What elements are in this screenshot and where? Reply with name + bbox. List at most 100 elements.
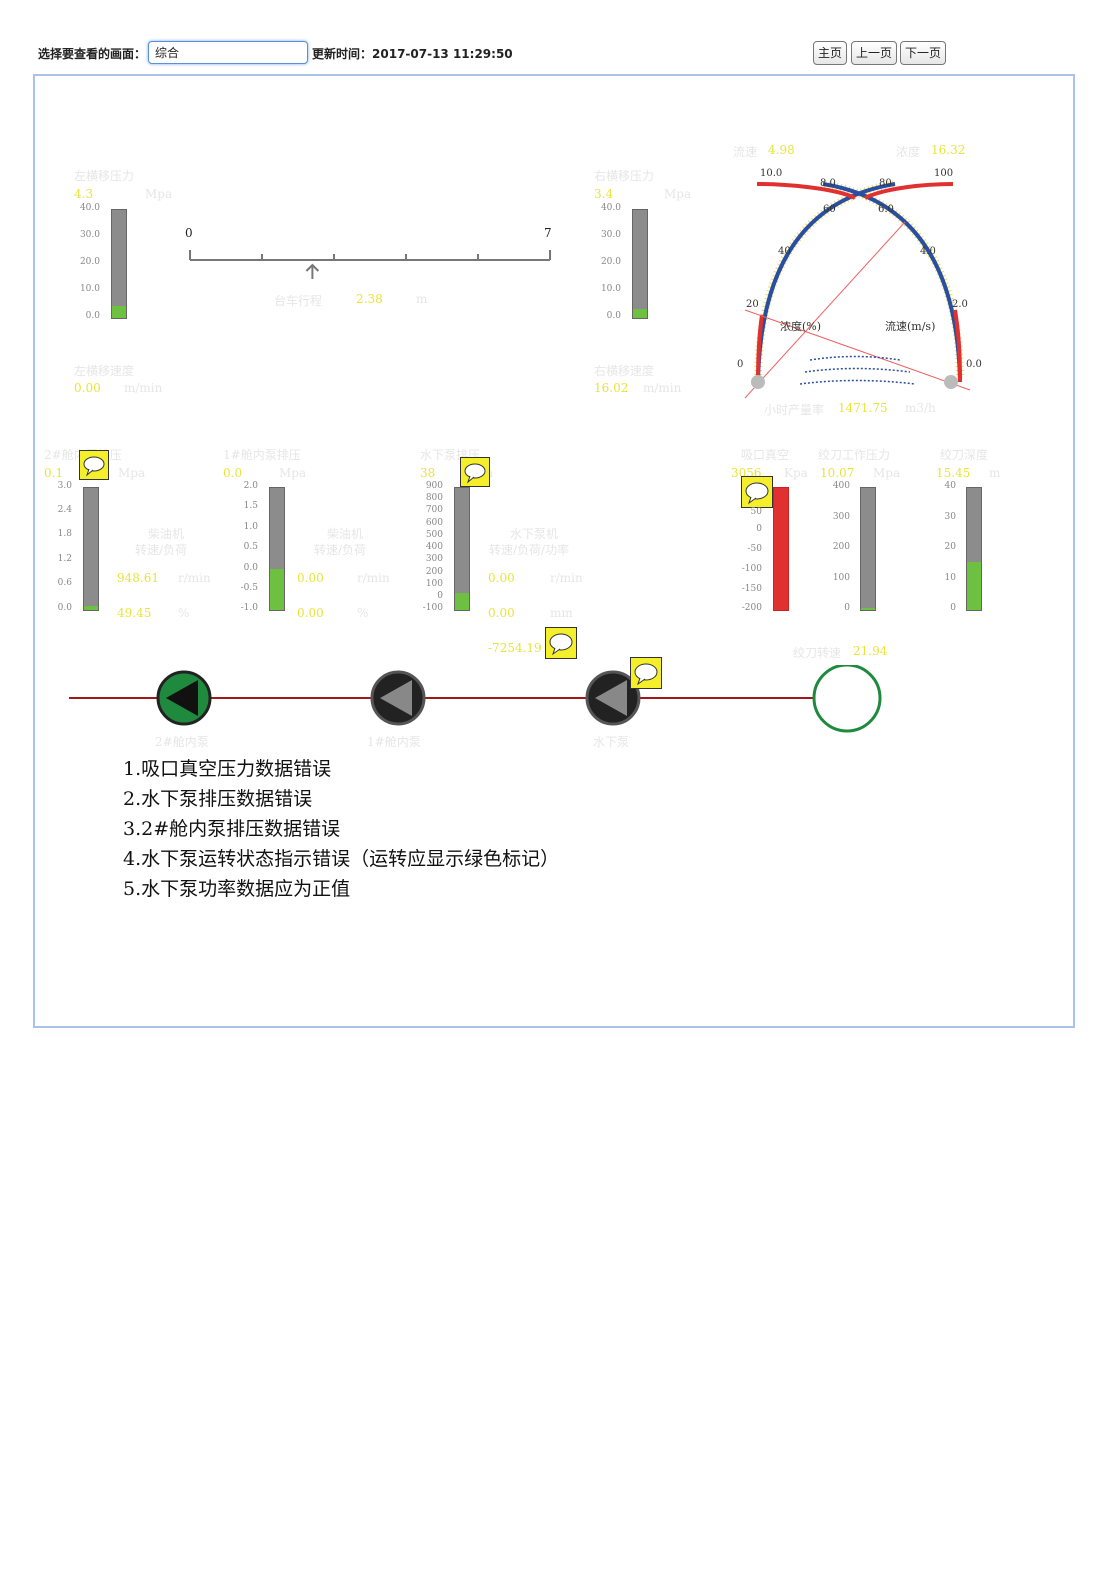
axis-tick: 40.0 xyxy=(600,203,621,213)
axis-tick: 0 xyxy=(844,603,850,613)
left-swing-speed-unit: m/min xyxy=(124,381,163,395)
axis-tick: 0 xyxy=(437,591,443,601)
right-swing-pressure-unit: Mpa xyxy=(664,187,692,201)
trolley-position-arrow xyxy=(305,263,320,279)
axis-tick: 600 xyxy=(425,518,443,528)
pump2-pressure-value: 0.1 xyxy=(44,466,64,480)
gauge-tick: 2.0 xyxy=(952,299,968,310)
axis-tick: 2.4 xyxy=(57,505,72,515)
axis-tick: 1.8 xyxy=(57,529,72,539)
prev-page-button[interactable]: 上一页 xyxy=(851,41,897,65)
pump2-pressure-bar xyxy=(83,487,99,611)
gauge-tick: 100 xyxy=(934,168,954,179)
gauge-tick: 0.0 xyxy=(966,359,982,370)
axis-tick: 10.0 xyxy=(600,284,621,294)
axis-tick: 500 xyxy=(425,530,443,540)
diesel-rpm-value: 948.61 xyxy=(117,571,159,585)
gauge-tick: 80 xyxy=(879,178,892,189)
suction-vacuum-bar xyxy=(773,487,789,611)
note-line: 2.水下泵排压数据错误 xyxy=(123,788,313,810)
axis-tick: 40 xyxy=(944,481,956,491)
output-rate-label: 小时产量率 xyxy=(764,403,825,417)
pump1-name: 1#舱内泵 xyxy=(367,735,421,749)
axis-tick: 200 xyxy=(425,567,443,577)
axis-tick: 400 xyxy=(832,481,850,491)
home-button[interactable]: 主页 xyxy=(813,41,847,65)
pump1-diesel-title: 柴油机 xyxy=(327,527,364,541)
left-swing-pressure-value: 4.3 xyxy=(74,187,94,201)
axis-tick: 1.5 xyxy=(243,501,258,511)
axis-tick: 200 xyxy=(832,542,850,552)
trolley-ruler xyxy=(189,250,551,279)
gauge-tick: 40 xyxy=(778,246,791,257)
right-swing-axis: 40.0 30.0 20.0 10.0 0.0 xyxy=(587,203,627,328)
pump1-rpm-value: 0.00 xyxy=(297,571,324,585)
axis-tick: 3.0 xyxy=(57,481,72,491)
pump2-name: 2#舱内泵 xyxy=(155,735,209,749)
next-page-button[interactable]: 下一页 xyxy=(900,41,946,65)
bar-fill xyxy=(84,606,98,610)
comment-icon[interactable] xyxy=(545,627,577,659)
underwater-rpm-unit: r/min xyxy=(550,571,583,585)
axis-tick: -100 xyxy=(422,603,443,613)
underwater-axis: 900 800 700 600 500 400 300 200 100 0 -1… xyxy=(409,481,449,616)
axis-tick: 300 xyxy=(832,512,850,522)
pump1-load-unit: % xyxy=(357,606,369,620)
underwater-rpm-value: 0.00 xyxy=(488,571,515,585)
bar-fill xyxy=(861,607,875,610)
axis-tick: 800 xyxy=(425,493,443,503)
left-swing-pressure-unit: Mpa xyxy=(145,187,173,201)
gauge-tick: 20 xyxy=(746,299,759,310)
left-swing-pressure-bar xyxy=(111,209,127,319)
output-rate-unit: m3/h xyxy=(905,401,936,415)
diesel-load-value: 49.45 xyxy=(117,606,152,620)
diesel-load-unit: % xyxy=(178,606,190,620)
bar-fill xyxy=(270,568,284,610)
note-line: 1.吸口真空压力数据错误 xyxy=(123,758,332,780)
density-label: 浓度 xyxy=(896,145,921,159)
axis-tick: 0.0 xyxy=(606,311,621,321)
comment-icon[interactable] xyxy=(630,657,662,689)
pump1-pressure-value: 0.0 xyxy=(223,466,243,480)
axis-tick: 300 xyxy=(425,554,443,564)
comment-icon[interactable] xyxy=(741,476,773,508)
overview-panel xyxy=(33,74,1075,1028)
axis-tick: -0.5 xyxy=(240,583,258,593)
trolley-scale-max: 7 xyxy=(544,226,552,240)
note-line: 5.水下泵功率数据应为正值 xyxy=(123,878,351,900)
density-axis-label: 浓度(%) xyxy=(780,320,822,333)
pump1-rpm-unit: r/min xyxy=(357,571,390,585)
bar-fill xyxy=(455,592,469,610)
comment-icon[interactable] xyxy=(460,457,490,487)
right-swing-speed-label: 右横移速度 xyxy=(594,364,655,378)
flow-axis-label: 流速(m/s) xyxy=(885,320,936,333)
pump1-load-value: 0.00 xyxy=(297,606,324,620)
axis-tick: 0 xyxy=(950,603,956,613)
axis-tick: 30 xyxy=(944,512,956,522)
axis-tick: 10.0 xyxy=(79,284,100,294)
axis-tick: 50 xyxy=(750,507,762,517)
left-swing-axis: 40.0 30.0 20.0 10.0 0.0 xyxy=(66,203,106,328)
cutter-pressure-value: 10.07 xyxy=(820,466,855,480)
diesel-subtitle: 转速/负荷 xyxy=(135,543,188,557)
comment-icon[interactable] xyxy=(79,450,109,480)
screen-select[interactable]: 综合 xyxy=(148,41,308,64)
bar-fill xyxy=(633,308,647,318)
bar-fill xyxy=(967,562,981,610)
pump1-axis: 2.0 1.5 1.0 0.5 0.0 -0.5 -1.0 xyxy=(224,481,264,616)
axis-tick: 0.0 xyxy=(57,603,72,613)
pipeline-diagram xyxy=(69,665,882,733)
right-swing-speed-value: 16.02 xyxy=(594,381,629,395)
axis-tick: 0.0 xyxy=(85,311,100,321)
suction-vacuum-label: 吸口真空 xyxy=(741,448,790,462)
gauge-tick: 4.0 xyxy=(920,246,936,257)
underwater-load-value: 0.00 xyxy=(488,606,515,620)
cutter-depth-value: 15.45 xyxy=(936,466,971,480)
density-value: 16.32 xyxy=(931,143,966,157)
axis-tick: 20.0 xyxy=(600,257,621,267)
pump2-pressure-unit: Mpa xyxy=(118,466,146,480)
underwater-motor-title: 水下泵机 xyxy=(510,527,559,541)
axis-tick: 0.5 xyxy=(243,542,258,552)
axis-tick: -100 xyxy=(741,564,762,574)
axis-tick: -200 xyxy=(741,603,762,613)
